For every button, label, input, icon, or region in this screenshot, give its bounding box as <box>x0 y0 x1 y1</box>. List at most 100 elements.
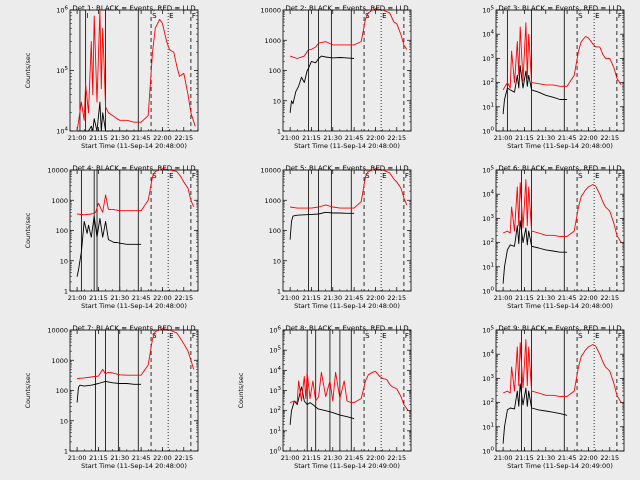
events-series-line <box>289 386 355 425</box>
marker-label: E <box>169 332 173 340</box>
x-axis-label: Start Time (11-Sep-14 20:48:00) <box>507 142 613 150</box>
x-tick-label: 21:00 <box>494 294 513 302</box>
y-tick-label: 10000 <box>260 7 281 15</box>
x-tick-label: 22:15 <box>174 294 193 302</box>
y-tick-label: 100 <box>482 127 494 136</box>
x-axis-label: Start Time (11-Sep-14 20:48:00) <box>294 142 400 150</box>
x-tick-label: 22:00 <box>366 134 385 142</box>
y-tick-label: 103 <box>482 54 494 63</box>
events-series-line <box>502 65 568 115</box>
marker-label: S <box>152 12 157 20</box>
y-tick-label: 100 <box>56 227 68 235</box>
y-tick-label: 104 <box>482 30 494 39</box>
panel-title: Det 7: BLACK = Events, RED = LLD <box>72 325 195 333</box>
x-tick-label: 21:00 <box>68 134 87 142</box>
marker-label: S <box>578 172 583 180</box>
x-tick-label: 22:15 <box>600 134 619 142</box>
x-tick-label: 21:30 <box>110 134 129 142</box>
y-tick-label: 104 <box>482 190 494 199</box>
panel-title: Det 9: BLACK = Events, RED = LLD <box>498 325 621 333</box>
marker-label: S <box>365 332 370 340</box>
y-tick-label: 10 <box>60 417 68 425</box>
y-tick-label: 104 <box>482 350 494 359</box>
x-tick-label: 22:00 <box>579 134 598 142</box>
marker-label: I <box>87 12 89 20</box>
y-tick-label: 103 <box>482 374 494 383</box>
events-series-line <box>502 383 568 444</box>
marker-label: F <box>405 172 409 180</box>
x-tick-label: 22:00 <box>153 294 172 302</box>
x-tick-label: 22:00 <box>579 454 598 462</box>
events-series-line <box>289 211 355 240</box>
marker-label: S <box>578 12 583 20</box>
lld-series-line <box>77 168 195 216</box>
marker-label: F <box>405 332 409 340</box>
y-axis-label: Counts/sec <box>24 372 32 408</box>
x-tick-label: 21:45 <box>558 134 577 142</box>
detector-panel-5: 1 10 100 1000 10000 21:00 21:15 21:30 21:45 22:00… <box>260 165 412 310</box>
detector-panel-1: 10410510610710821:0021:1521:3021:4522:00… <box>24 5 199 150</box>
x-tick-label: 21:00 <box>494 134 513 142</box>
y-tick-label: 10000 <box>47 327 68 335</box>
x-tick-label: 21:30 <box>323 134 342 142</box>
marker-label: S <box>365 12 370 20</box>
x-tick-label: 22:00 <box>579 294 598 302</box>
y-axis-label: Counts/sec <box>24 212 32 248</box>
y-tick-label: 10000 <box>47 167 68 175</box>
y-tick-label: 104 <box>269 366 281 375</box>
y-tick-label: 100 <box>269 447 281 456</box>
x-tick-label: 22:15 <box>174 454 193 462</box>
events-series-line <box>289 55 355 113</box>
events-series-line <box>76 380 142 403</box>
x-tick-label: 21:30 <box>110 294 129 302</box>
x-tick-label: 21:00 <box>281 134 300 142</box>
y-tick-label: 102 <box>482 238 494 247</box>
x-tick-label: 21:00 <box>494 454 513 462</box>
y-tick-label: 103 <box>269 386 281 395</box>
marker-label: E <box>169 12 173 20</box>
x-tick-label: 22:15 <box>387 134 406 142</box>
x-tick-label: 21:00 <box>68 454 87 462</box>
x-tick-label: 21:15 <box>89 294 108 302</box>
marker-label: F <box>618 172 622 180</box>
x-tick-label: 21:15 <box>515 454 534 462</box>
x-tick-label: 21:45 <box>345 134 364 142</box>
x-tick-label: 21:00 <box>68 294 87 302</box>
marker-label: E <box>382 172 386 180</box>
marker-label: F <box>618 332 622 340</box>
y-tick-label: 102 <box>482 78 494 87</box>
x-tick-label: 21:00 <box>281 454 300 462</box>
y-tick-label: 1000 <box>264 197 281 205</box>
x-tick-label: 21:45 <box>558 454 577 462</box>
y-tick-label: 10000 <box>260 167 281 175</box>
x-tick-label: 21:30 <box>536 294 555 302</box>
y-tick-label: 1 <box>64 448 68 456</box>
marker-label: F <box>192 12 196 20</box>
y-tick-label: 106 <box>269 326 281 335</box>
x-axis-label: Start Time (11-Sep-14 20:49:00) <box>507 462 613 470</box>
lld-series-line <box>289 370 409 411</box>
x-tick-label: 22:15 <box>174 134 193 142</box>
panel-title: Det 5: BLACK = Events, RED = LLD <box>285 165 408 173</box>
marker-label: E <box>595 332 599 340</box>
y-tick-label: 100 <box>482 447 494 456</box>
y-tick-label: 105 <box>482 166 494 175</box>
detector-panel-4: 1 10 100 1000 10000 21:00 21:15 21:30 21:45 22:00… <box>24 165 199 310</box>
marker-label: E <box>169 172 173 180</box>
y-tick-label: 1000 <box>51 197 68 205</box>
y-tick-label: 1000 <box>264 37 281 45</box>
x-axis-label: Start Time (11-Sep-14 20:48:00) <box>507 302 613 310</box>
y-tick-label: 10 <box>273 257 281 265</box>
lld-series-line <box>76 9 196 132</box>
y-axis-label: Counts/sec <box>24 52 32 88</box>
x-axis-label: Start Time (11-Sep-14 20:48:00) <box>81 142 187 150</box>
x-axis-label: Start Time (11-Sep-14 20:48:00) <box>294 302 400 310</box>
x-tick-label: 21:00 <box>281 294 300 302</box>
panel-title: Det 4: BLACK = Events, RED = LLD <box>72 165 195 173</box>
marker-label: S <box>152 332 157 340</box>
lld-series-line <box>502 22 622 91</box>
y-axis-label: Counts/sec <box>237 372 245 408</box>
marker-label: F <box>618 12 622 20</box>
y-tick-label: 1 <box>277 128 281 136</box>
